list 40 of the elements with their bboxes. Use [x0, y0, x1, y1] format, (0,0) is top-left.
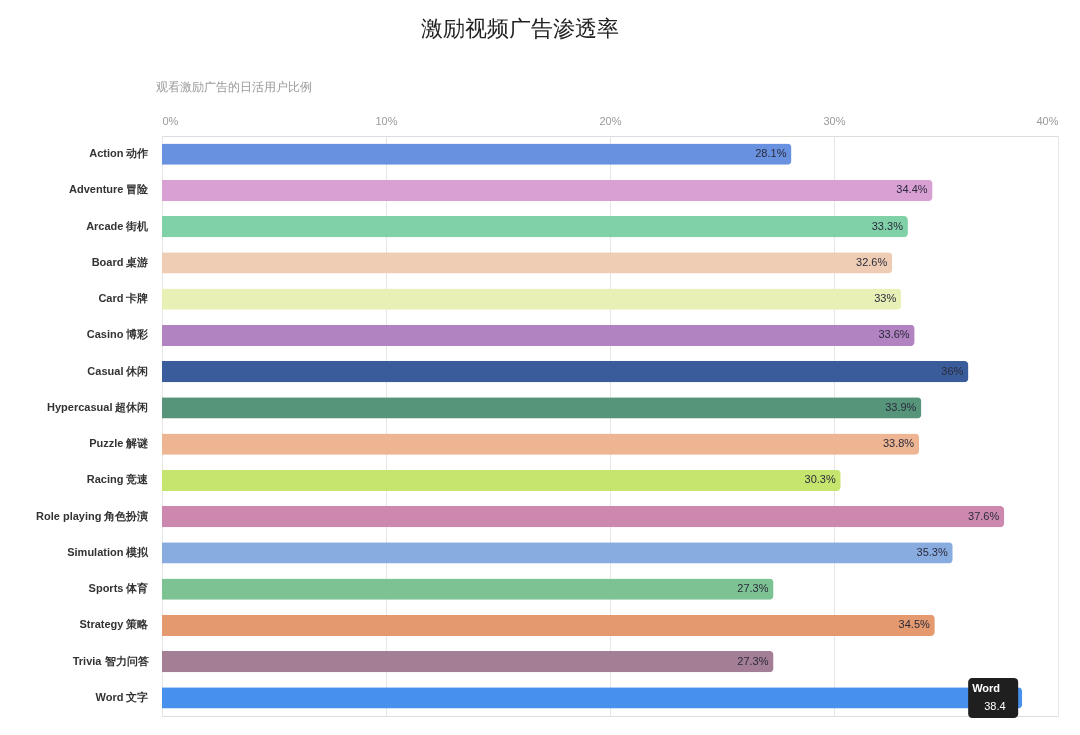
- data-label: 34.5%: [898, 618, 931, 631]
- y-tick-label: Arcade 街机: [86, 219, 149, 232]
- y-tick-label: Hypercasual 超休闲: [47, 400, 149, 413]
- data-label: 33.9%: [885, 400, 917, 413]
- y-tick-label: Trivia 智力问答: [72, 654, 150, 667]
- y-tick-label: Strategy 策略: [79, 618, 150, 631]
- x-tick-label: 20%: [599, 114, 622, 127]
- annotation: Word: [972, 681, 1001, 694]
- x-tick-label: 30%: [823, 114, 846, 127]
- data-label: 28.1%: [755, 147, 787, 160]
- data-label: 27.3%: [737, 654, 769, 667]
- y-tick-label: Card 卡牌: [98, 292, 149, 305]
- annotation: 38.4: [984, 699, 1006, 712]
- y-tick-label: Simulation 模拟: [67, 545, 150, 558]
- data-label: 33%: [874, 292, 897, 305]
- data-label: 35.3%: [916, 545, 948, 558]
- y-tick-label: Puzzle 解谜: [89, 437, 149, 450]
- y-tick-label: Casual 休闲: [87, 364, 149, 377]
- x-tick-label: 40%: [1036, 114, 1059, 127]
- x-axis-title: 观看激励广告的日活用户比例: [155, 79, 312, 94]
- y-tick-label: Sports 体育: [88, 582, 149, 595]
- data-label: 34.4%: [896, 183, 928, 196]
- data-label: 30.3%: [804, 473, 836, 486]
- x-tick-label: 10%: [375, 114, 398, 127]
- data-label: 37.6%: [968, 509, 1000, 522]
- x-tick-label: 0%: [162, 114, 179, 127]
- y-tick-label: Board 桌游: [91, 255, 149, 268]
- data-label: 32.6%: [856, 255, 888, 268]
- data-label: 33.6%: [878, 328, 910, 341]
- data-label: 33.8%: [882, 437, 915, 450]
- y-tick-label: Word 文字: [95, 690, 149, 703]
- y-tick-label: Action 动作: [89, 147, 149, 160]
- data-label: 36%: [941, 364, 964, 377]
- chart-title: 激励视频广告渗透率: [421, 16, 619, 41]
- y-tick-label: Racing 竞速: [86, 473, 150, 486]
- data-label: 33.3%: [871, 219, 904, 232]
- y-tick-label: Role playing 角色扮演: [36, 509, 149, 523]
- y-tick-label: Casino 博彩: [86, 328, 150, 342]
- data-label: 27.3%: [737, 582, 769, 595]
- y-tick-label: Adventure 冒险: [69, 183, 150, 196]
